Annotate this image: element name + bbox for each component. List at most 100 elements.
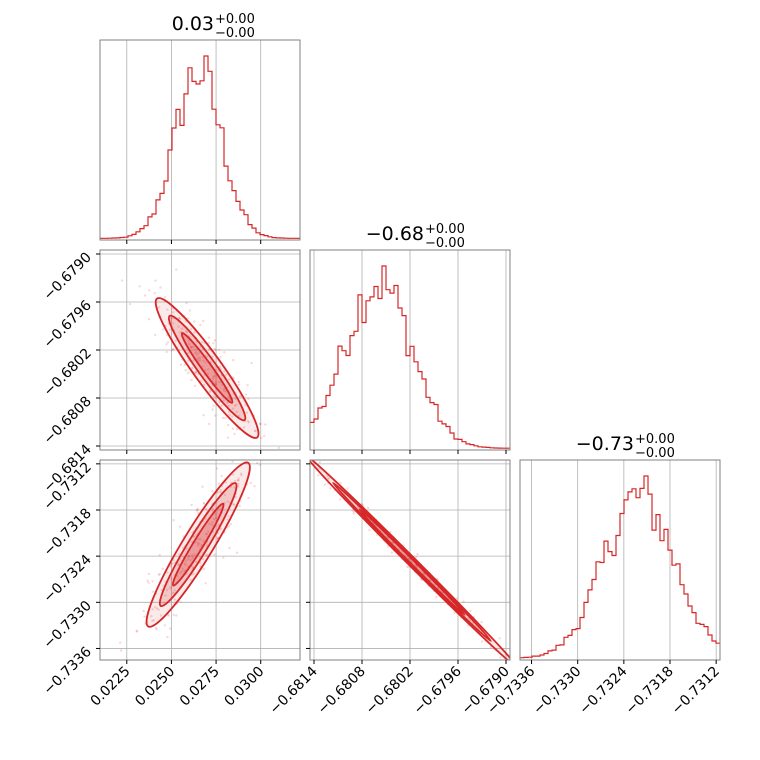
pair-panel-0-2-point	[177, 562, 180, 565]
pair-panel-0-1-point	[193, 384, 197, 387]
pair-panel-1-2-point	[351, 509, 354, 512]
pair-panel-0-1-point	[223, 351, 226, 354]
pair-panel-0-2-point	[247, 496, 250, 500]
pair-panel-0-2-point	[235, 551, 239, 554]
pair-panel-0-2-point	[180, 570, 184, 573]
pair-panel-0-1-point	[211, 408, 214, 411]
x-tick-label-p2-2: −0.7324	[576, 663, 630, 717]
pair-panel-0-2-point	[240, 472, 243, 475]
pair-panel-0-1-point	[227, 404, 230, 408]
pair-panel-1-2-point	[467, 617, 470, 620]
pair-panel-0-1-point	[207, 368, 210, 371]
y-tick-label-p1-3: −0.6796	[41, 297, 95, 351]
pair-panel-0-2-point	[190, 503, 193, 507]
pair-panel-0-2-point	[231, 473, 235, 476]
pair-panel-0-2-point	[187, 554, 191, 557]
pair-panel-0-1-point	[143, 294, 147, 297]
pair-panel-0-2-point	[191, 566, 195, 569]
pair-panel-0-2-point	[143, 615, 146, 618]
pair-panel-0-1-point	[154, 333, 157, 337]
pair-panel-0-1-point	[254, 430, 257, 433]
pair-panel-0-1-point	[120, 279, 124, 282]
pair-panel-0-2-point	[163, 624, 166, 627]
pair-panel-0-2-point	[249, 481, 252, 485]
pair-panel-0-1-point	[198, 359, 202, 362]
pair-panel-0-1-point	[188, 309, 191, 312]
pair-panel-0-2-point	[237, 477, 240, 480]
pair-panel-0-1-point	[154, 279, 157, 282]
pair-panel-0-2-point	[203, 567, 206, 571]
pair-panel-0-1-point	[187, 359, 190, 362]
pair-panel-0-1-point	[205, 355, 209, 358]
pair-panel-0-2-point	[152, 619, 155, 622]
pair-panel-0-1-point	[194, 371, 197, 375]
pair-panel-0-1-point	[264, 423, 267, 426]
hist-title-upper-2: +0.00	[635, 432, 675, 447]
pair-panel-0-1-point	[163, 296, 167, 299]
pair-panel-0-1-point	[177, 325, 180, 328]
pair-panel-0-2-point	[196, 544, 200, 547]
pair-panel-0-2-point	[211, 489, 214, 493]
pair-panel-0-2-point	[142, 609, 145, 613]
pair-panel-0-1-point	[227, 410, 231, 414]
pair-panel-0-1-marks	[120, 268, 281, 457]
pair-panel-0-1-point	[207, 341, 210, 344]
pair-panel-0-1-point	[193, 320, 196, 323]
pair-panel-1-2-point	[406, 556, 409, 559]
pair-panel-0-1-point	[215, 383, 218, 386]
pair-panel-0-1-point	[208, 390, 212, 394]
pair-panel-0-1-point	[194, 352, 197, 355]
pair-panel-0-2-contour-1	[158, 482, 238, 608]
pair-panel-0-2-contour-2	[171, 502, 225, 587]
pair-panel-1-2-point	[413, 563, 416, 566]
pair-panel-0-1-point	[192, 359, 195, 363]
pair-panel-0-2-point	[157, 573, 160, 576]
pair-panel-0-2-point	[196, 509, 199, 512]
pair-panel-0-1-point	[211, 355, 214, 358]
hist-panel-0-step	[100, 55, 300, 239]
pair-panel-0-1-point	[224, 417, 227, 420]
pair-panel-0-2-point	[253, 484, 256, 488]
pair-panel-0-1-point	[190, 378, 193, 382]
pair-panel-0-1-point	[217, 381, 221, 384]
pair-panel-0-2-point	[211, 521, 214, 524]
pair-panel-0-1-point	[174, 339, 177, 342]
pair-panel-1-2-point	[415, 565, 418, 568]
pair-panel-0-1-point	[179, 363, 183, 366]
pair-panel-0-1-point	[165, 343, 168, 346]
pair-panel-0-2-point	[147, 667, 149, 669]
pair-panel-0-1-point	[128, 302, 132, 306]
pair-panel-0-1-point	[237, 414, 240, 418]
pair-panel-1-2-point	[366, 506, 370, 510]
pair-panel-0-2-point	[187, 555, 191, 559]
pair-panel-0-1-contour-2	[180, 332, 234, 404]
pair-panel-0-1-point	[184, 330, 188, 333]
pair-panel-0-2-point	[232, 502, 235, 506]
pair-panel-1-2-point	[317, 474, 320, 477]
pair-panel-0-2-point	[219, 489, 222, 492]
pair-panel-0-1-point	[189, 345, 192, 349]
pair-panel-0-2-point	[166, 635, 169, 639]
pair-panel-0-2-point	[256, 452, 258, 454]
pair-panel-1-2-point	[387, 536, 390, 540]
pair-panel-0-1-point	[213, 347, 216, 351]
pair-panel-0-2-point	[201, 557, 205, 561]
pair-panel-0-2-point	[258, 463, 262, 467]
pair-panel-0-1-point	[233, 404, 237, 407]
pair-panel-0-2-point	[172, 613, 175, 617]
x-tick-label-p1-0: −0.6814	[267, 663, 321, 717]
pair-panel-1-2-point	[435, 595, 438, 599]
pair-panel-0-2-point	[233, 486, 236, 489]
pair-panel-0-2-point	[165, 588, 169, 592]
hist-title-upper-0: +0.00	[215, 12, 255, 27]
pair-panel-0-2-point	[223, 493, 227, 497]
pair-panel-0-2-point	[135, 630, 138, 633]
pair-panel-1-2-point	[498, 637, 501, 640]
hist-title-value-2: −0.73	[576, 433, 634, 455]
pair-panel-0-1-point	[175, 268, 178, 271]
pair-panel-0-1-point	[265, 455, 267, 457]
pair-panel-0-1-point	[202, 414, 205, 417]
pair-panel-0-1-point	[180, 327, 184, 330]
pair-panel-0-2-point	[167, 614, 170, 617]
